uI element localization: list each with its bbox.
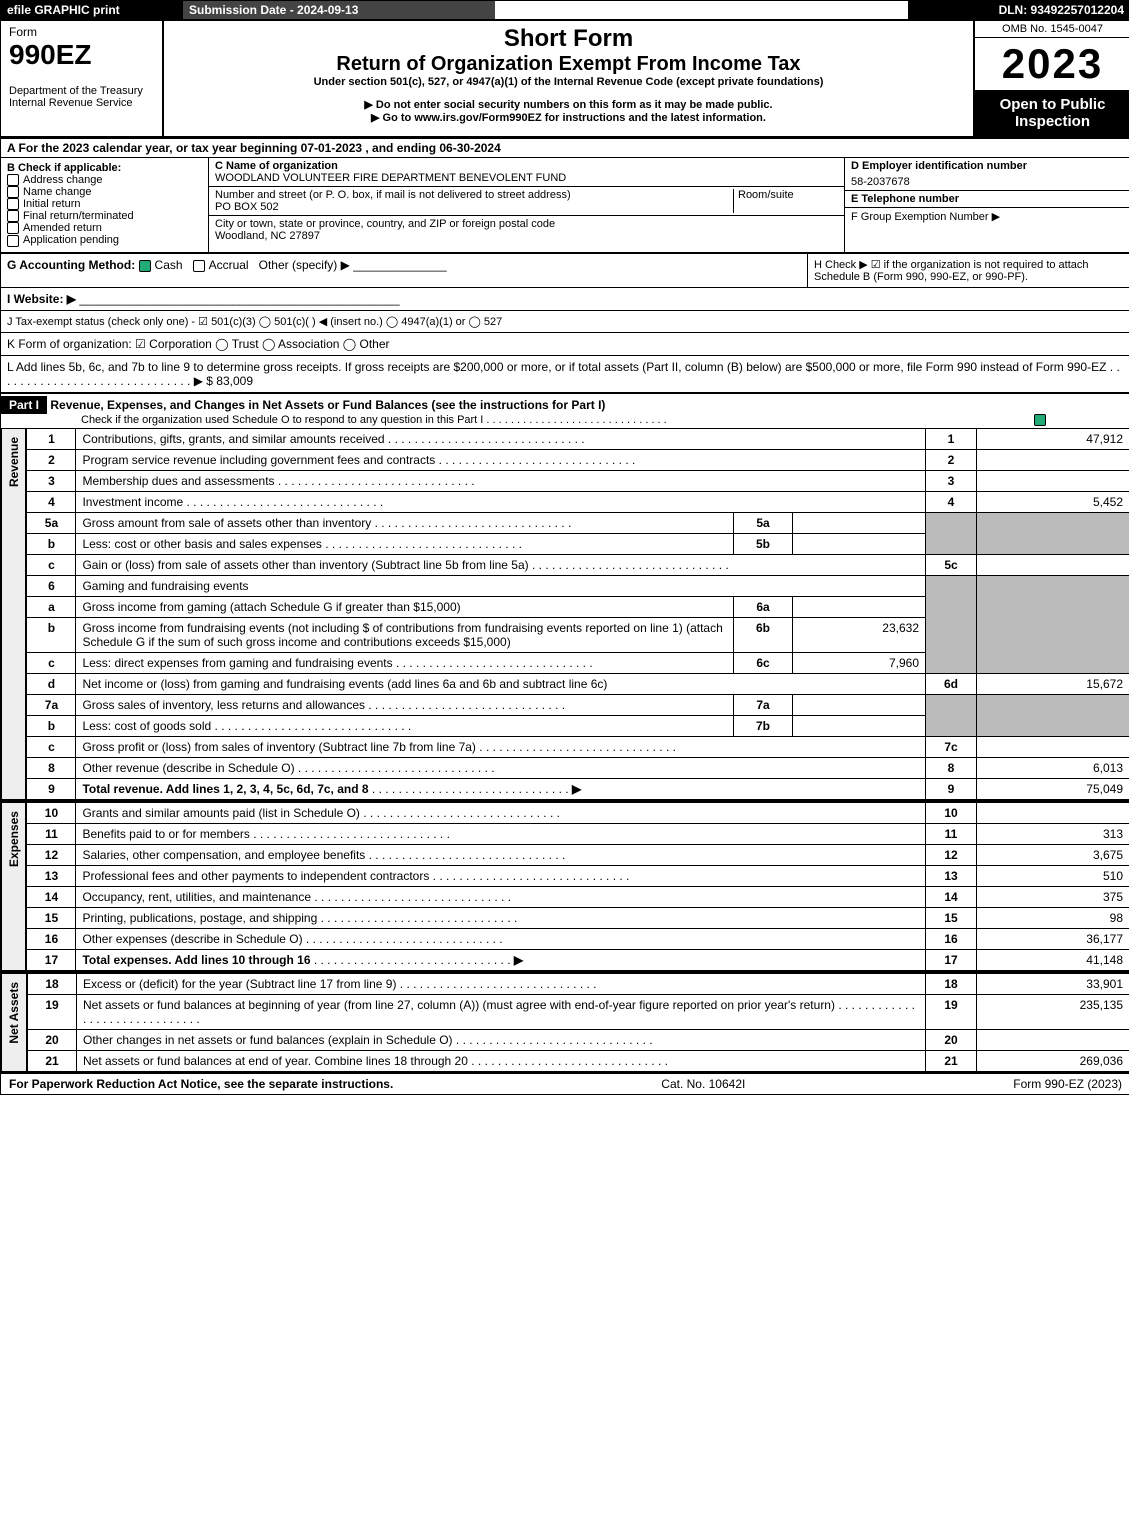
form-word: Form (9, 25, 154, 39)
paperwork-notice: For Paperwork Reduction Act Notice, see … (9, 1077, 393, 1091)
expenses-label: Expenses (1, 802, 26, 971)
irs-label: Internal Revenue Service (9, 97, 154, 109)
tax-year: 2023 (975, 38, 1129, 90)
part-title: Revenue, Expenses, and Changes in Net As… (50, 398, 605, 412)
street-value: PO BOX 502 (215, 201, 733, 213)
section-bcd: B Check if applicable: Address change Na… (1, 157, 1129, 252)
section-i: I Website: ▶ ___________________________… (1, 287, 1129, 310)
checkbox-final[interactable] (7, 210, 19, 222)
section-l: L Add lines 5b, 6c, and 7b to line 9 to … (1, 355, 1129, 392)
city-label: City or town, state or province, country… (215, 218, 838, 230)
revenue-label: Revenue (1, 428, 26, 800)
form-number: 990EZ (9, 39, 154, 71)
b-label: B Check if applicable: (7, 162, 202, 174)
checkbox-name[interactable] (7, 186, 19, 198)
cat-no: Cat. No. 10642I (661, 1077, 745, 1091)
checkbox-init[interactable] (7, 198, 19, 210)
dept-treasury: Department of the Treasury (9, 85, 154, 97)
section-k: K Form of organization: ☑ Corporation ◯ … (1, 332, 1129, 355)
page-footer: For Paperwork Reduction Act Notice, see … (1, 1072, 1129, 1094)
section-a: A For the 2023 calendar year, or tax yea… (1, 138, 1129, 157)
expenses-table: 10Grants and similar amounts paid (list … (26, 802, 1129, 971)
form-ref: Form 990-EZ (2023) (1013, 1077, 1122, 1091)
section-j: J Tax-exempt status (check only one) - ☑… (1, 310, 1129, 332)
main-title: Return of Organization Exempt From Incom… (172, 53, 965, 76)
ssn-warning: ▶ Do not enter social security numbers o… (172, 98, 965, 111)
goto-link[interactable]: ▶ Go to www.irs.gov/Form990EZ for instru… (172, 111, 965, 124)
under-section: Under section 501(c), 527, or 4947(a)(1)… (172, 76, 965, 88)
d-label: D Employer identification number (845, 158, 1129, 174)
section-g: G Accounting Method: Cash Accrual Other … (1, 254, 807, 287)
checkbox-addr[interactable] (7, 174, 19, 186)
efile-print[interactable]: efile GRAPHIC print (1, 1, 183, 20)
ein-value: 58-2037678 (845, 174, 1129, 190)
e-label: E Telephone number (845, 190, 1129, 207)
c-label: C Name of organization (215, 160, 838, 172)
checkbox-cash[interactable] (139, 260, 151, 272)
part-label: Part I (1, 396, 47, 414)
checkbox-accrual[interactable] (193, 260, 205, 272)
section-c: C Name of organization WOODLAND VOLUNTEE… (209, 158, 844, 252)
netassets-label: Net Assets (1, 973, 27, 1072)
checkbox-app[interactable] (7, 235, 19, 247)
org-name: WOODLAND VOLUNTEER FIRE DEPARTMENT BENEV… (215, 172, 838, 184)
city-value: Woodland, NC 27897 (215, 230, 838, 242)
part-1-header: Part I Revenue, Expenses, and Changes in… (1, 392, 1129, 428)
revenue-table: 1Contributions, gifts, grants, and simil… (26, 428, 1129, 800)
submission-date: Submission Date - 2024-09-13 (183, 1, 495, 20)
checkbox-schedule-o[interactable] (1034, 414, 1046, 426)
form-page: efile GRAPHIC print Submission Date - 20… (0, 0, 1129, 1095)
top-bar: efile GRAPHIC print Submission Date - 20… (1, 1, 1129, 21)
room-suite: Room/suite (733, 189, 838, 213)
f-label: F Group Exemption Number ▶ (845, 207, 1129, 252)
open-inspection: Open to Public Inspection (975, 90, 1129, 136)
section-b: B Check if applicable: Address change Na… (1, 158, 209, 252)
short-form-title: Short Form (172, 25, 965, 53)
omb-number: OMB No. 1545-0047 (975, 21, 1129, 38)
netassets-table: 18Excess or (deficit) for the year (Subt… (27, 973, 1129, 1072)
form-header: Form 990EZ Department of the Treasury In… (1, 21, 1129, 138)
section-d: D Employer identification number 58-2037… (844, 158, 1129, 252)
checkbox-amend[interactable] (7, 222, 19, 234)
street-label: Number and street (or P. O. box, if mail… (215, 189, 733, 201)
section-h: H Check ▶ ☑ if the organization is not r… (807, 254, 1129, 287)
dln: DLN: 93492257012204 (908, 1, 1129, 20)
